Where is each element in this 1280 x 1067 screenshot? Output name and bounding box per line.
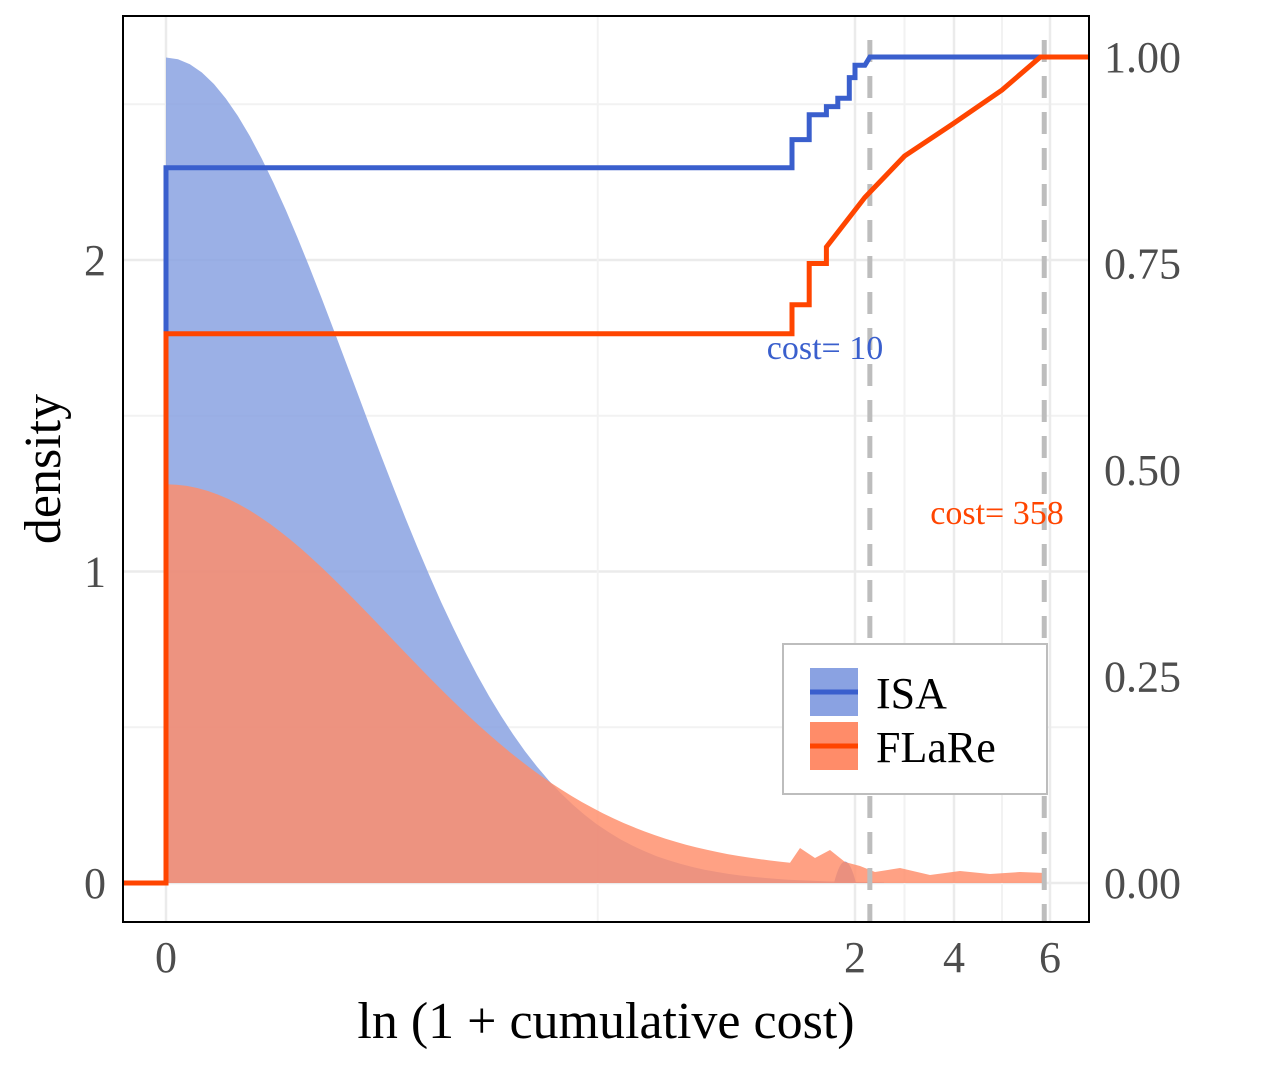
legend-label-flare: FLaRe (876, 723, 996, 772)
x-tick-label-1: 2 (844, 933, 866, 982)
x-tick-label-2: 4 (943, 933, 965, 982)
annotation-isa-cost: cost= 10 (767, 330, 883, 367)
y-right-tick-label-2: 0.50 (1104, 446, 1181, 495)
ecdf-line-flare (123, 54, 1089, 886)
x-tick-label-3: 6 (1039, 933, 1061, 982)
y-right-tick-label-4: 1.00 (1104, 33, 1181, 82)
ecdf-line-isa (123, 54, 1089, 886)
y-right-tick-label-3: 0.75 (1104, 240, 1181, 289)
y-left-tick-label-1: 1 (84, 548, 106, 597)
x-axis-ticks: 0 2 4 6 (155, 933, 1061, 982)
x-tick-label-0: 0 (155, 933, 177, 982)
density-area-flare (166, 484, 1046, 883)
annotation-flare-cost: cost= 358 (930, 495, 1063, 532)
y-left-tick-label-0: 0 (84, 859, 106, 908)
y-right-tick-label-1: 0.25 (1104, 653, 1181, 702)
ecdf-lines (123, 54, 1089, 886)
y-axis-title: density (15, 394, 72, 544)
legend: ISA FLaRe (782, 643, 1048, 795)
x-axis-title: ln (1 + cumulative cost) (357, 993, 854, 1050)
y-left-axis-ticks: 0 1 2 (84, 236, 106, 908)
plot-border (122, 15, 1090, 923)
density-areas (166, 57, 1046, 883)
y-right-tick-label-0: 0.00 (1104, 859, 1181, 908)
y-right-axis-ticks: 0.00 0.25 0.50 0.75 1.00 (1104, 33, 1181, 908)
grid-lines (123, 16, 1089, 922)
y-left-tick-label-2: 2 (84, 236, 106, 285)
legend-label-isa: ISA (876, 669, 947, 718)
